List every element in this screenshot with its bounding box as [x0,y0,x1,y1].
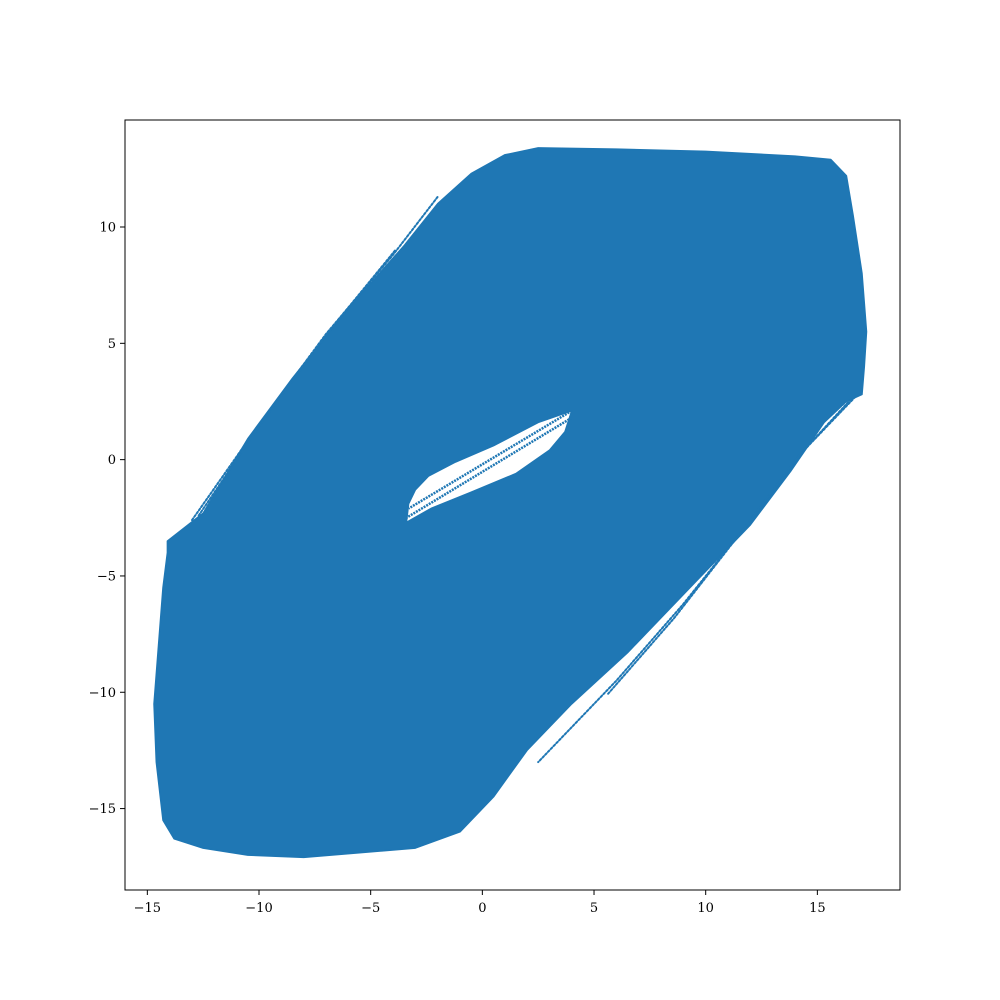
plot-content [153,147,868,859]
y-tick-label: −5 [97,569,116,584]
hole-trajectory-line-1 [408,409,573,510]
x-axis: −15 −10 −5 0 5 10 15 [134,890,826,916]
y-tick-label: 5 [108,337,116,352]
axes-frame [124,119,901,891]
y-tick-label: −10 [89,686,116,701]
x-tick-label: −10 [245,901,272,916]
x-tick-label: −5 [361,901,380,916]
y-tick-label: 10 [99,221,116,236]
y-tick-label: −15 [89,802,116,817]
y-axis: −15 −10 −5 0 5 10 [89,221,125,817]
hole-trajectory-line-2 [405,416,573,519]
x-tick-label: 10 [697,901,714,916]
scatter-density-region [153,147,868,859]
y-tick-label: 0 [108,453,116,468]
x-tick-label: 5 [590,901,598,916]
x-tick-label: 0 [478,901,486,916]
x-tick-label: −15 [134,901,161,916]
outer-trajectory-curve-4 [606,398,852,696]
x-tick-label: 15 [809,901,826,916]
outer-trajectory-curve-2 [197,249,397,517]
